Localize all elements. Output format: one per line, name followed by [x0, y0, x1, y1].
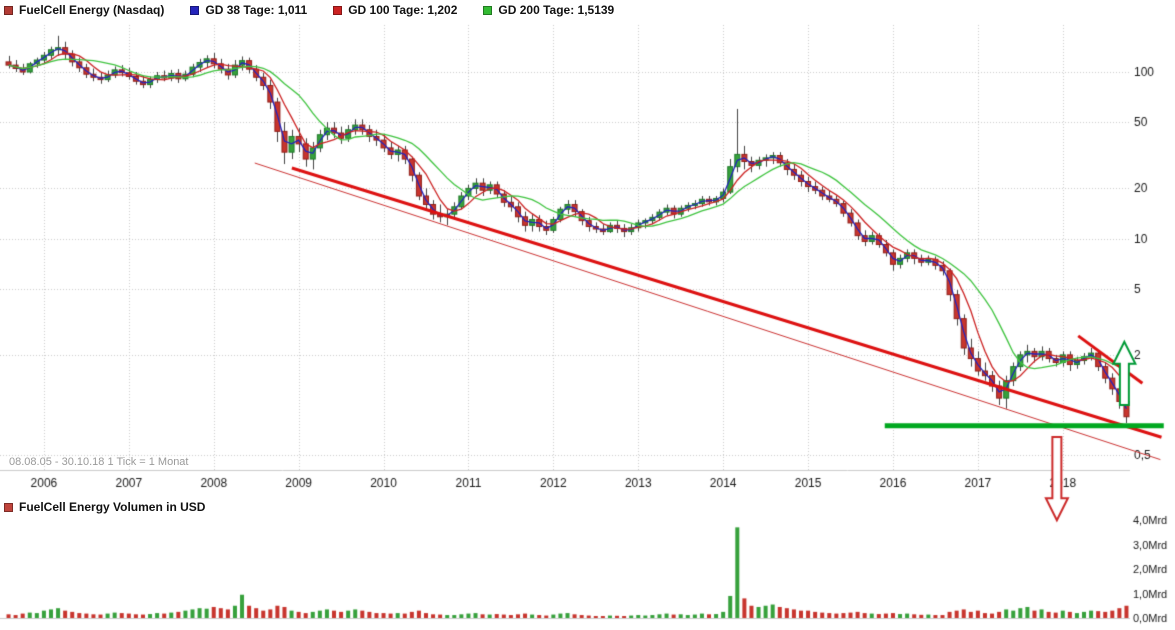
instrument-swatch-icon: [4, 5, 13, 15]
gd38-label: GD 38 Tage: 1,011: [205, 3, 308, 17]
gd200-swatch-icon: [483, 5, 493, 15]
gd100-swatch-icon: [333, 5, 343, 15]
legend-item-gd38: GD 38 Tage: 1,011: [190, 3, 307, 17]
volume-label: FuelCell Energy Volumen in USD: [19, 500, 206, 514]
price-chart-legend: FuelCell Energy (Nasdaq) GD 38 Tage: 1,0…: [4, 3, 614, 17]
legend-item-volume: FuelCell Energy Volumen in USD: [4, 500, 205, 514]
volume-swatch-icon: [4, 502, 13, 512]
date-range-note: 08.08.05 - 30.10.18 1 Tick = 1 Monat: [9, 456, 189, 468]
gd38-swatch-icon: [190, 5, 200, 15]
gd100-label: GD 100 Tage: 1,202: [348, 3, 458, 17]
volume-chart-legend: FuelCell Energy Volumen in USD: [4, 500, 205, 514]
gd200-label: GD 200 Tage: 1,5139: [498, 3, 615, 17]
legend-item-gd200: GD 200 Tage: 1,5139: [483, 3, 614, 17]
instrument-label: FuelCell Energy (Nasdaq): [19, 3, 165, 17]
legend-item-instrument: FuelCell Energy (Nasdaq): [4, 3, 164, 17]
legend-item-gd100: GD 100 Tage: 1,202: [333, 3, 457, 17]
